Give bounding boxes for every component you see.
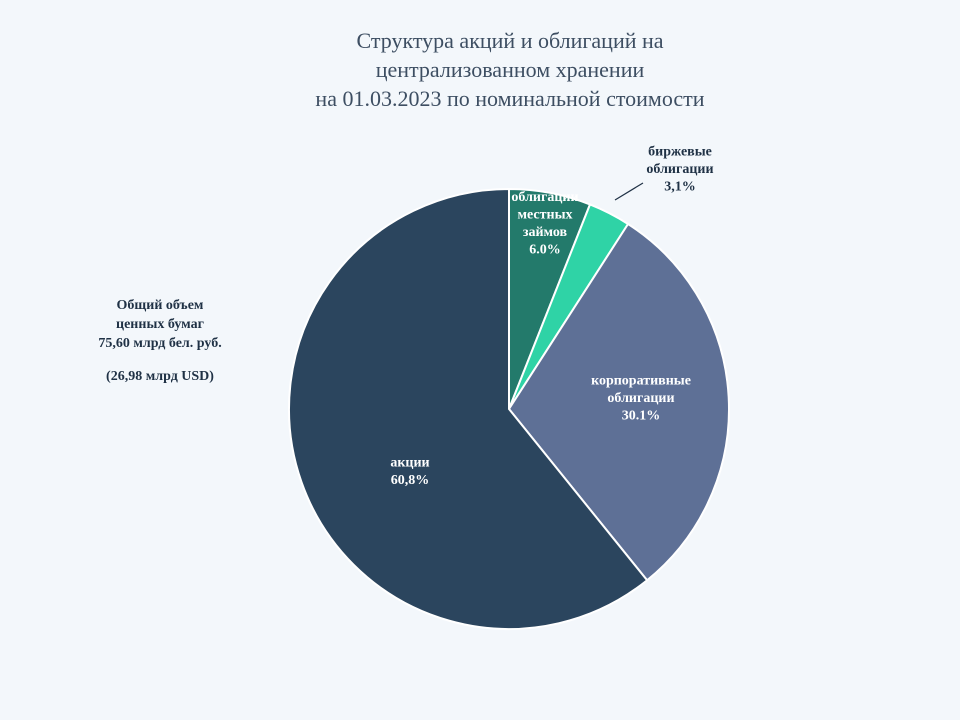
pie-slice (288, 187, 649, 630)
slice-label: акции 60,8% (390, 455, 429, 488)
chart-title-line: Структура акций и облигаций на (356, 28, 664, 53)
slice-value-label: 60,8% (391, 473, 430, 488)
total-volume-line: ценных бумаг (116, 317, 204, 332)
total-volume-value: 75,60 млрд бел. руб. (98, 336, 222, 351)
slice-label: биржевые облигации 3,1% (646, 145, 713, 195)
slice-label: облигации местных займов 6.0% (511, 190, 578, 258)
slice-value-label: 3,1% (664, 180, 696, 195)
slice-category-label: корпоративные (591, 374, 691, 389)
slice-value-label: 30.1% (622, 409, 661, 424)
chart-title: Структура акций и облигаций на централиз… (230, 26, 790, 113)
slice-category-label: займов (523, 225, 568, 240)
slice-category-label: акции (390, 455, 429, 470)
chart-title-line: на 01.03.2023 по номинальной стоимости (315, 86, 705, 111)
pie-slice (507, 222, 730, 582)
total-volume-usd: (26,98 млрд USD) (106, 369, 214, 384)
slice-value-label: 6.0% (529, 242, 561, 257)
slice-category-label: местных (517, 207, 572, 222)
total-volume-line: Общий объем (116, 298, 204, 313)
slice-label: корпоративные облигации 30.1% (591, 374, 691, 424)
slice-category-label: облигации (511, 190, 578, 205)
slice-category-label: облигации (646, 162, 713, 177)
slice-category-label: биржевые (648, 145, 712, 160)
slice-category-label: облигации (607, 391, 674, 406)
chart-title-line: централизованном хранении (375, 57, 645, 82)
total-volume-note: Общий объем ценных бумаг 75,60 млрд бел.… (60, 296, 260, 386)
leader-line (614, 182, 644, 201)
